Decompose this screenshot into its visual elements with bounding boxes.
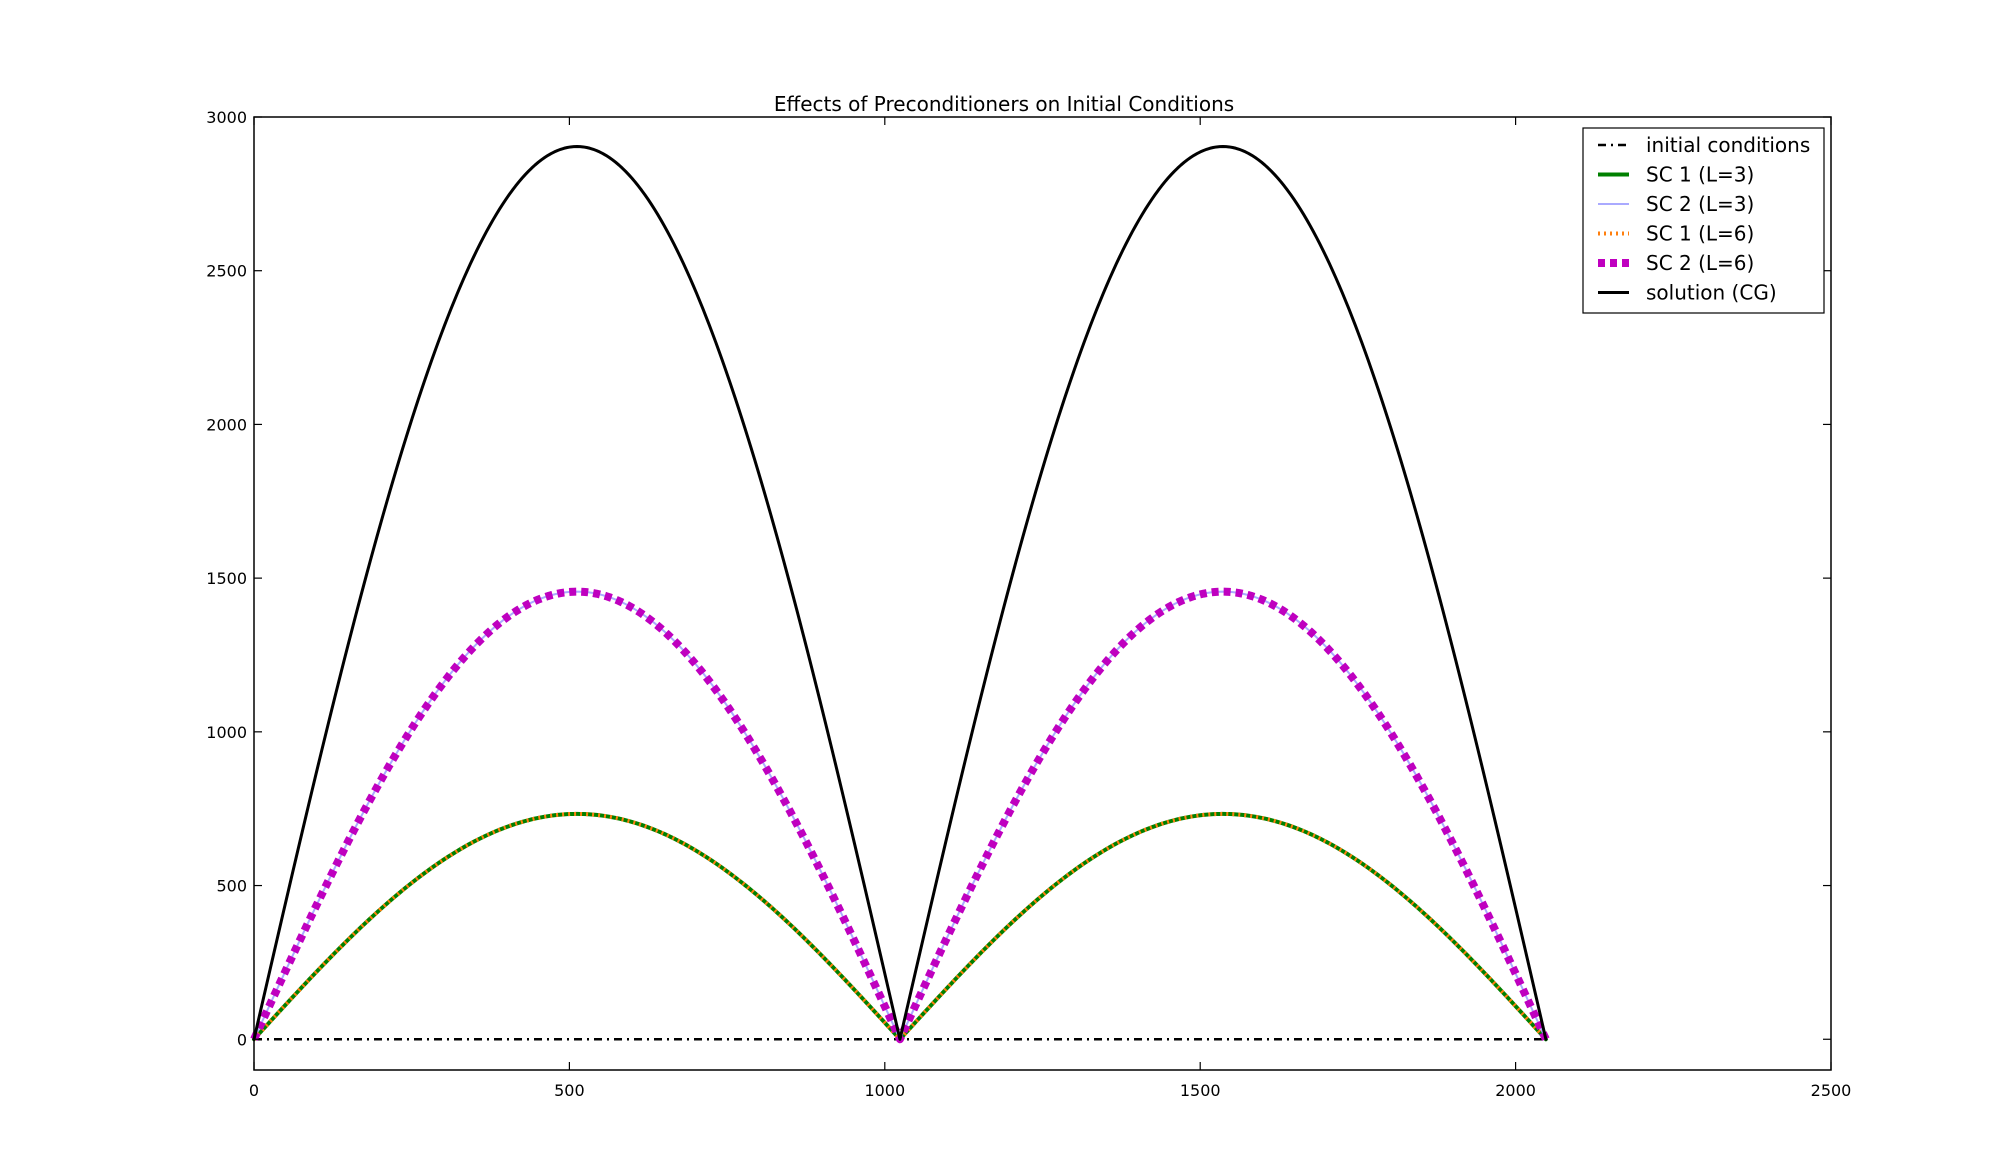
series-layer <box>250 145 1550 1044</box>
chart-title: Effects of Preconditioners on Initial Co… <box>774 92 1234 116</box>
y-tick-label: 3000 <box>206 108 247 127</box>
x-tick-label: 2500 <box>1811 1081 1852 1100</box>
legend-label-1: initial conditions <box>1646 133 1810 157</box>
legend-label-4: SC 1 (L=6) <box>1646 222 1754 246</box>
x-tick-label: 1500 <box>1180 1081 1221 1100</box>
plot-frame <box>253 116 1832 1071</box>
legend-label-3: SC 2 (L=3) <box>1646 192 1754 216</box>
legend-label-5: SC 2 (L=6) <box>1646 251 1754 275</box>
legend-label-6: solution (CG) <box>1646 281 1777 305</box>
x-tick-label: 0 <box>249 1081 259 1100</box>
legend-box <box>1582 127 1825 314</box>
y-tick-label: 2500 <box>206 262 247 281</box>
y-tick-label: 1000 <box>206 723 247 742</box>
y-tick-label: 2000 <box>206 415 247 434</box>
x-tick-label: 500 <box>554 1081 585 1100</box>
x-tick-label: 2000 <box>1495 1081 1536 1100</box>
legend-label-2: SC 1 (L=3) <box>1646 163 1754 187</box>
y-tick-label: 0 <box>237 1030 247 1049</box>
ticks-layer: 0 500 1000 1500 2000 2500 0 500 1000 1500 2000 2500… <box>206 108 1851 1100</box>
y-tick-label: 1500 <box>206 569 247 588</box>
y-tick-label: 500 <box>216 877 247 896</box>
series-line-6 <box>252 145 1548 1041</box>
series-line-4 <box>252 811 1548 1042</box>
legend: initial conditions SC 1 (L=3) SC 2 (L=3) SC… <box>1582 127 1825 314</box>
x-tick-label: 1000 <box>864 1081 905 1100</box>
